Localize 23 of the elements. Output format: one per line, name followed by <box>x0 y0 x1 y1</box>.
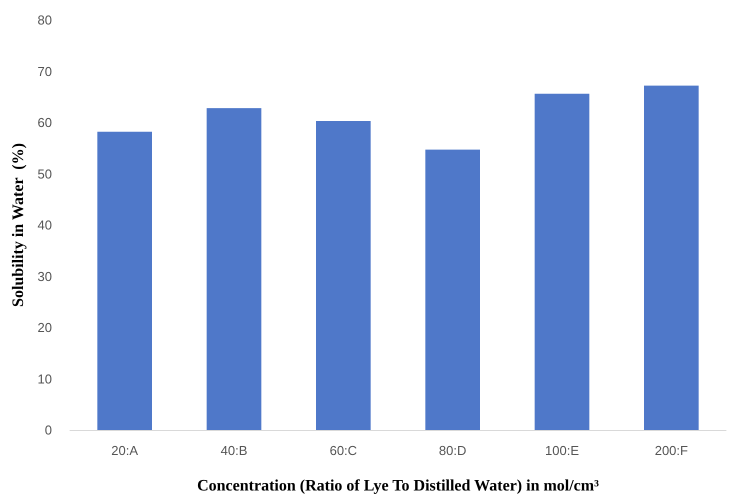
y-tick-label: 0 <box>44 422 52 438</box>
y-tick-label: 10 <box>38 371 52 386</box>
x-tick-label: 60:C <box>330 443 358 458</box>
y-tick-label: 20 <box>38 320 52 335</box>
y-tick-label: 50 <box>38 166 52 182</box>
bar <box>644 86 699 430</box>
y-tick-label: 60 <box>38 115 52 130</box>
bar <box>206 108 262 430</box>
x-tick-label: 80:D <box>438 443 466 458</box>
x-tick-label: 200:F <box>654 443 688 458</box>
bar <box>534 94 590 430</box>
x-tick-label: 100:E <box>545 443 580 458</box>
x-tick-label: 20:A <box>111 443 138 458</box>
y-tick-label: 30 <box>38 268 52 284</box>
x-axis-title: Concentration (Ratio of Lye To Distilled Water) in mol/cm³ <box>197 478 600 494</box>
y-tick-label: 70 <box>38 64 52 79</box>
y-tick-label: 80 <box>38 12 52 28</box>
x-tick-label: 40:B <box>220 443 248 458</box>
bar <box>97 132 152 430</box>
bar <box>316 120 371 430</box>
y-tick-label: 40 <box>38 218 52 232</box>
y-axis-title: Solubility in Water (%) <box>10 143 28 307</box>
bar <box>425 150 480 430</box>
